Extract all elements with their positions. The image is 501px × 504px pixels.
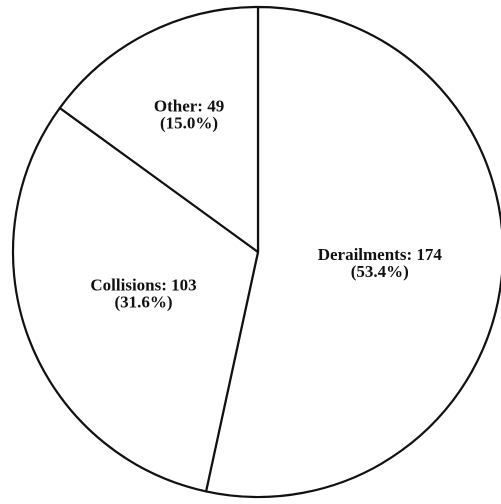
slice-label: Collisions: 103 bbox=[90, 276, 196, 295]
pie-slice bbox=[204, 5, 501, 499]
pie-slice bbox=[58, 5, 260, 254]
slice-label: Derailments: 174 bbox=[318, 245, 443, 264]
slice-label: Other: 49 bbox=[154, 97, 224, 116]
slice-percent: (53.4%) bbox=[351, 262, 409, 281]
slice-percent: (31.6%) bbox=[115, 293, 173, 312]
pie-slice bbox=[11, 106, 260, 493]
slice-percent: (15.0%) bbox=[160, 114, 218, 133]
